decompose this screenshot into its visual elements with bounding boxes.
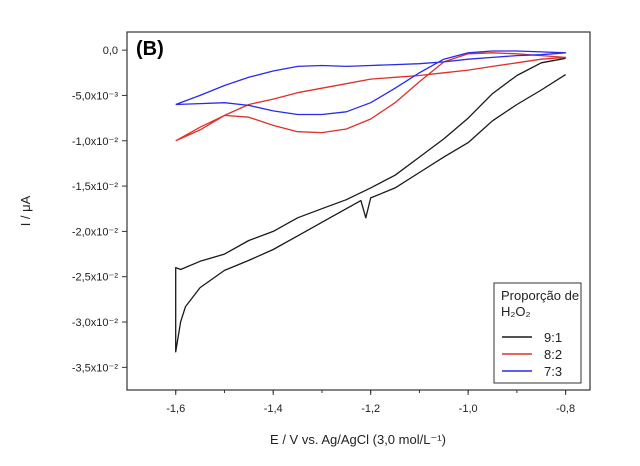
legend-entry-label: 7:3 — [544, 364, 562, 379]
y-tick-label: -5,0x10⁻³ — [72, 90, 118, 102]
series-line-9-1 — [175, 57, 566, 353]
x-axis-title: E / V vs. Ag/AgCl (3,0 mol/L⁻¹) — [270, 432, 446, 447]
legend-entries: 9:1 8:2 7:3 — [502, 330, 562, 379]
legend-box — [493, 282, 582, 384]
x-tick-label: -1,2 — [361, 403, 380, 415]
y-tick-label: -2,0x10⁻² — [72, 226, 118, 238]
panel-label: (B) — [136, 38, 164, 60]
series-layer — [175, 50, 567, 353]
y-tick-label: -3,0x10⁻² — [72, 317, 118, 329]
y-tick-label: -2,5x10⁻² — [72, 272, 118, 284]
x-tick-label: -1,4 — [264, 403, 283, 415]
x-tick-label: -0,8 — [556, 403, 575, 415]
series-line-8-2 — [175, 52, 567, 142]
y-tick-label: -1,5x10⁻² — [72, 181, 118, 193]
legend-entry-label: 9:1 — [544, 330, 562, 345]
y-tick-label: 0,0 — [103, 45, 118, 57]
y-tick-label: -1,0x10⁻² — [72, 136, 118, 148]
y-axis: 0,0 -5,0x10⁻³ -1,0x10⁻² -1,5x10⁻² -2,0x10⁻² -… — [72, 45, 127, 374]
legend-entry-label: 8:2 — [544, 347, 562, 362]
legend: Proporção de H₂O₂ 9:1 8:2 7:3 — [493, 282, 582, 384]
x-tick-label: -1,0 — [459, 403, 478, 415]
series-line-7-3 — [175, 50, 567, 116]
x-tick-label: -1,6 — [166, 403, 185, 415]
legend-title-line1: Proporção de — [501, 288, 579, 303]
legend-title-line2: H₂O₂ — [501, 304, 531, 319]
x-axis: -1,6 -1,4 -1,2 -1,0 -0,8 — [166, 390, 575, 415]
y-axis-title: I / μA — [18, 195, 33, 226]
y-tick-label: -3,5x10⁻² — [72, 362, 118, 374]
